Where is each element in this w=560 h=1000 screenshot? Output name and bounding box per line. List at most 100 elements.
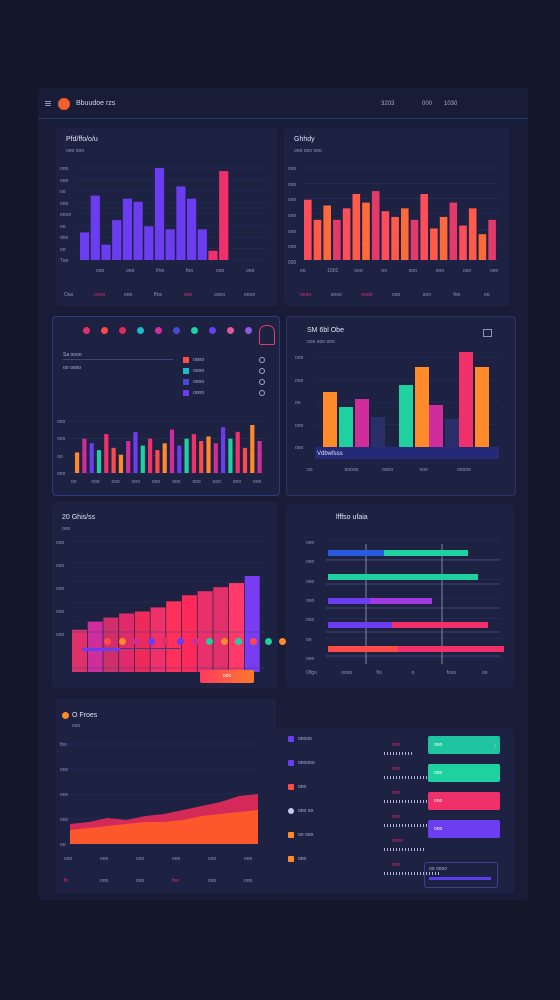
color-dot-icon[interactable] — [235, 638, 243, 645]
more-icon[interactable]: / — [494, 742, 497, 751]
topbar-item-1[interactable]: 3203 — [381, 101, 395, 107]
bar — [133, 431, 138, 473]
bar — [75, 452, 80, 473]
x-tick-label: foss — [446, 670, 456, 676]
color-dot-icon[interactable] — [104, 638, 111, 645]
radio-icon[interactable] — [259, 379, 265, 385]
bar — [362, 202, 370, 260]
radio-icon[interactable] — [259, 368, 265, 374]
color-dot-icon[interactable] — [155, 327, 162, 334]
color-dot-icon[interactable] — [118, 638, 126, 645]
activity-label[interactable]: oo ooo — [298, 832, 314, 838]
x-tick-label: foo — [186, 268, 193, 274]
bar — [119, 613, 135, 672]
summary-box[interactable]: oo oooo — [424, 862, 498, 888]
list-item[interactable]: oooo — [193, 390, 205, 396]
activity-label[interactable]: ooo — [298, 784, 307, 790]
color-dot-icon[interactable] — [220, 638, 228, 645]
color-dot-icon[interactable] — [119, 327, 126, 334]
bar — [118, 454, 123, 473]
color-dot-icon[interactable] — [137, 327, 144, 334]
bar — [323, 392, 337, 447]
bar — [166, 601, 182, 672]
color-dot-icon[interactable] — [206, 638, 214, 645]
y-tick-label: ooo — [57, 419, 66, 425]
color-dot-icon[interactable] — [83, 327, 90, 334]
list-item[interactable]: oooo — [193, 379, 205, 385]
color-dot-icon[interactable] — [191, 638, 199, 645]
status-dot-icon — [62, 712, 69, 719]
color-dot-icon[interactable] — [101, 327, 108, 334]
color-dot-icon[interactable] — [191, 327, 198, 334]
color-dot-icon[interactable] — [133, 638, 141, 645]
bar-segment — [328, 598, 370, 604]
action-button[interactable]: ooo — [428, 736, 500, 754]
expand-icon[interactable] — [483, 329, 492, 337]
action-button[interactable]: ooo — [428, 820, 500, 838]
bar — [206, 436, 211, 473]
y-tick-label: ooo — [306, 617, 315, 624]
x-tick-label: ooo — [136, 856, 145, 862]
color-dot-icon[interactable] — [264, 638, 272, 645]
bar — [199, 441, 204, 473]
bar — [176, 186, 186, 260]
y-tick-label: ooo — [288, 228, 297, 235]
bar — [155, 450, 160, 473]
action-button[interactable]: ooo — [428, 764, 500, 782]
area-series — [70, 810, 258, 844]
footer-item: ooo — [136, 878, 145, 884]
panel-activity: ooooo ooo oooooo ooo ooo ooo ooo oo ooo oo ooo oo… — [274, 728, 514, 894]
menu-icon[interactable] — [45, 101, 51, 102]
bar — [459, 352, 473, 447]
bar — [184, 438, 189, 473]
legend-item: oooo — [300, 292, 312, 298]
activity-label[interactable]: ooooo — [298, 736, 312, 742]
panel-b-title: Ghhdy — [294, 136, 315, 143]
radio-icon[interactable] — [259, 390, 265, 396]
y-tick-label: oooo — [60, 212, 72, 218]
x-tick-label: oooo — [341, 670, 353, 676]
action-button[interactable]: ooo — [428, 792, 500, 810]
y-tick-label: ooo — [60, 200, 69, 207]
color-dot-icon[interactable] — [245, 327, 252, 334]
panel-f-title: lfffso ufaia — [336, 514, 368, 521]
color-dot-icon[interactable] — [173, 327, 180, 334]
activity-label[interactable]: oooooo — [298, 760, 315, 766]
bar — [313, 219, 322, 260]
x-tick-label: ooo — [100, 856, 109, 862]
x-tick-label: ooo — [126, 268, 135, 274]
color-dot-icon[interactable] — [209, 327, 216, 334]
bar — [415, 367, 429, 447]
color-dot-icon[interactable] — [162, 638, 170, 645]
panel-controls: Sa oooo oo oooo oooo oooo oooo oooo ooo ooo o… — [52, 316, 280, 496]
color-dot-icon[interactable] — [250, 638, 257, 645]
color-dot-icon[interactable] — [147, 638, 155, 645]
apply-button[interactable]: ooo — [200, 670, 254, 683]
panel-a-chart — [76, 167, 268, 261]
panel-growth-bars: 20 Ghis/ss ooo ooo ooo ooo ooo ooo ooo — [52, 502, 301, 688]
list-item[interactable]: oooo — [193, 368, 205, 374]
topbar-item-2[interactable]: 000 — [422, 101, 433, 107]
bar-segment — [384, 550, 468, 556]
color-dot-icon[interactable] — [227, 327, 234, 334]
panel-d-legend-title: Vdbwfsss — [317, 451, 343, 457]
radio-icon[interactable] — [259, 357, 265, 363]
topbar-item-3[interactable]: 1030 — [444, 101, 458, 107]
bar — [445, 419, 459, 447]
bar — [144, 226, 154, 260]
summary-bar — [429, 877, 491, 880]
x-tick-label: oo — [482, 670, 488, 676]
color-dot-icon[interactable] — [279, 638, 287, 645]
bar — [352, 193, 361, 260]
bar — [430, 228, 438, 260]
bar-segment — [328, 574, 388, 580]
activity-label[interactable]: ooo — [298, 856, 307, 862]
bar — [439, 216, 448, 260]
color-dot-icon[interactable] — [177, 638, 184, 645]
activity-label[interactable]: ooo oo — [298, 808, 314, 814]
y-tick-label: ooo — [56, 609, 65, 615]
lock-icon[interactable] — [259, 325, 275, 345]
y-tick-label: ooo — [288, 181, 297, 188]
list-item[interactable]: oooo — [193, 357, 205, 363]
bar-segment — [388, 574, 478, 580]
